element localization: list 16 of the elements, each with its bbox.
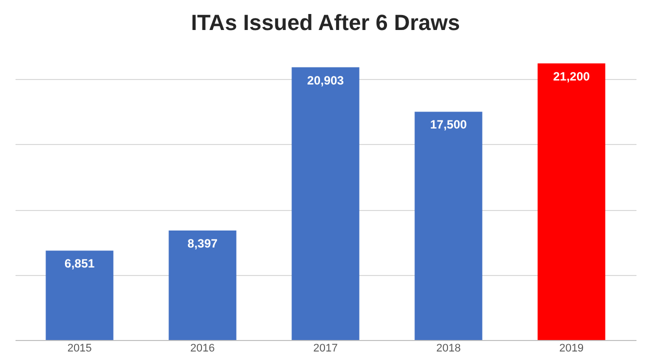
bar [414, 112, 482, 340]
chart-title: ITAs Issued After 6 Draws [191, 10, 460, 35]
bar [292, 67, 360, 340]
data-label: 8,397 [188, 236, 218, 250]
data-label: 6,851 [64, 256, 95, 271]
data-label: 20,903 [307, 73, 344, 88]
x-tick-label: 2015 [67, 342, 92, 354]
bar [538, 63, 606, 340]
bar [46, 250, 114, 340]
x-tick-label: 2016 [190, 342, 215, 354]
data-label: 21,200 [553, 69, 590, 84]
x-tick-label: 2019 [559, 342, 584, 354]
data-label: 17,500 [430, 118, 468, 132]
x-tick-label: 2017 [313, 342, 338, 354]
x-tick-label: 2018 [436, 342, 461, 354]
bar [168, 230, 236, 340]
